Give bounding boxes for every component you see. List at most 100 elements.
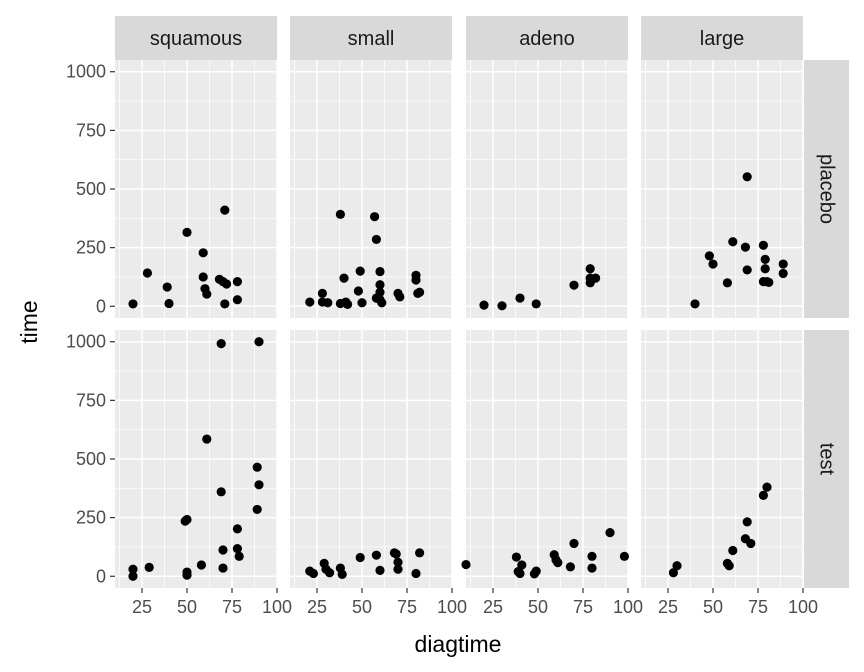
data-point: [764, 277, 774, 287]
data-point: [758, 490, 769, 500]
data-point: [728, 237, 738, 247]
data-point: [742, 172, 752, 182]
data-point: [515, 293, 525, 303]
data-point: [411, 275, 421, 285]
data-point: [742, 517, 752, 527]
data-point: [232, 524, 242, 534]
data-point: [531, 299, 541, 309]
facet-label-adeno: adeno: [519, 28, 575, 50]
data-point: [393, 564, 403, 574]
data-point: [722, 278, 733, 288]
data-point: [728, 545, 738, 556]
data-point: [668, 568, 679, 578]
x-axis-title: diagtime: [415, 631, 502, 657]
data-point: [565, 562, 576, 572]
y-tick-label: 0: [96, 296, 106, 316]
data-point: [411, 568, 421, 579]
data-point: [762, 482, 772, 492]
data-point: [234, 551, 244, 561]
x-tick-label: 50: [177, 597, 197, 617]
data-point: [708, 259, 718, 269]
y-tick-label: 1000: [66, 332, 106, 352]
data-point: [585, 264, 595, 274]
data-point: [128, 564, 138, 574]
data-point: [553, 558, 563, 568]
x-tick-label: 100: [437, 597, 467, 617]
facet-label-large: large: [700, 28, 744, 50]
data-point: [325, 568, 335, 578]
facet-strip-adeno: [466, 16, 628, 60]
x-tick-label: 50: [703, 597, 723, 617]
data-point: [252, 462, 262, 472]
x-tick-label: 75: [748, 597, 768, 617]
x-tick-label: 25: [658, 597, 678, 617]
data-point: [690, 299, 700, 309]
data-point: [393, 557, 403, 567]
data-point: [395, 292, 405, 302]
data-point: [308, 568, 318, 579]
data-point: [375, 280, 385, 290]
data-point: [391, 549, 401, 559]
data-point: [515, 568, 525, 579]
data-point: [182, 227, 192, 237]
data-point: [142, 268, 152, 278]
data-point: [375, 565, 385, 576]
data-point: [461, 559, 471, 570]
data-point: [415, 287, 425, 297]
data-point: [760, 264, 770, 274]
x-tick-label: 100: [613, 597, 643, 617]
x-tick-label: 100: [262, 597, 292, 617]
data-point: [218, 545, 228, 555]
data-point: [220, 205, 230, 215]
data-point: [760, 254, 770, 264]
data-point: [162, 282, 172, 292]
data-point: [305, 297, 315, 307]
data-point: [531, 566, 541, 576]
data-point: [375, 266, 385, 277]
data-point: [182, 514, 192, 525]
data-point: [591, 273, 601, 283]
data-point: [724, 561, 734, 571]
data-point: [511, 552, 521, 562]
data-point: [216, 487, 226, 497]
x-tick-label: 75: [397, 597, 417, 617]
facet-label-placebo: placebo: [816, 154, 838, 224]
data-point: [746, 538, 756, 549]
x-tick-label: 75: [573, 597, 593, 617]
data-point: [517, 560, 527, 570]
y-tick-label: 750: [76, 120, 106, 140]
facet-label-squamous: squamous: [150, 28, 242, 50]
y-tick-label: 0: [96, 566, 106, 586]
y-tick-label: 250: [76, 508, 106, 528]
data-point: [370, 212, 380, 222]
data-point: [569, 538, 579, 549]
data-point: [758, 240, 769, 250]
data-point: [222, 279, 232, 289]
data-point: [198, 272, 208, 282]
y-tick-label: 500: [76, 179, 106, 199]
facet-label-test: test: [816, 443, 838, 476]
data-point: [202, 289, 212, 299]
data-point: [355, 266, 365, 276]
facet-strip-placebo: [804, 60, 849, 318]
data-point: [164, 298, 174, 309]
x-tick-label: 100: [788, 597, 818, 617]
data-point: [587, 563, 597, 573]
data-point: [335, 209, 345, 219]
x-tick-label: 75: [222, 597, 242, 617]
data-point: [128, 299, 138, 309]
data-point: [198, 248, 208, 258]
y-tick-label: 500: [76, 449, 106, 469]
data-point: [323, 298, 333, 308]
y-tick-label: 1000: [66, 62, 106, 82]
data-point: [371, 234, 381, 245]
facet-strip-large: [641, 16, 803, 60]
facet-strip-small: [290, 16, 452, 60]
data-point: [220, 299, 230, 309]
data-point: [144, 562, 154, 572]
data-point: [317, 288, 327, 298]
data-point: [415, 548, 425, 558]
facet-strip-test: [804, 330, 849, 588]
y-tick-label: 250: [76, 238, 106, 258]
